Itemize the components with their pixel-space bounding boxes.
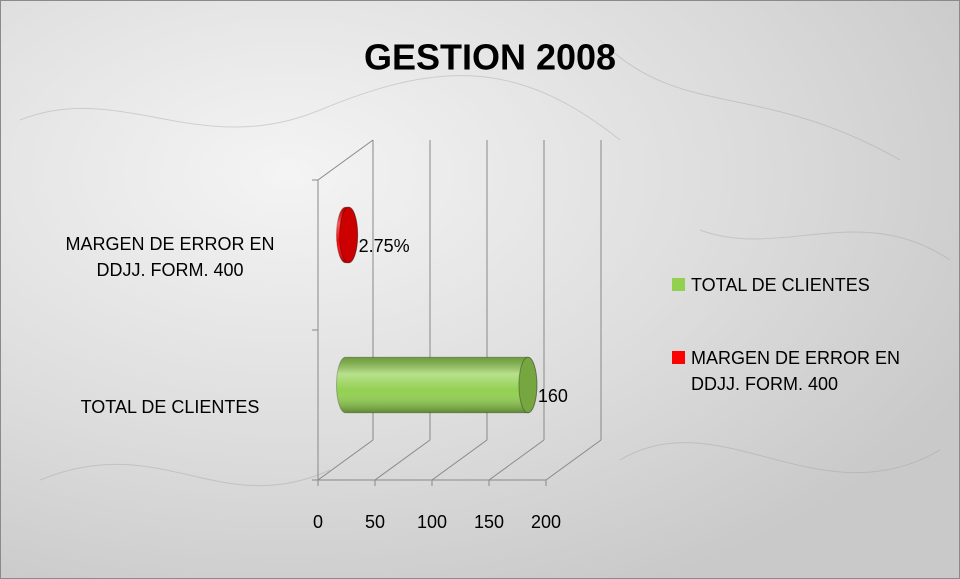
x-tick-label: 0 [313,512,323,532]
x-tick-label: 200 [531,512,561,532]
wall-edge [317,139,374,181]
data-label: 160 [538,386,568,406]
grid-line [431,439,488,481]
chart-title: GESTION 2008 [364,37,616,78]
legend-label: MARGEN DE ERROR EN DDJJ. FORM. 400 [691,348,901,394]
y-tick-label: TOTAL DE CLIENTES [80,397,260,417]
legend-swatch [672,278,685,291]
grid-line [374,439,431,481]
x-tick-label: 150 [474,512,504,532]
legend-swatch [672,351,685,364]
marble-texture [19,39,951,487]
y-tick-label: MARGEN DE ERROR EN DDJJ. FORM. 400 [65,234,275,280]
bar-cap [339,206,359,264]
x-tick-label: 50 [365,512,385,532]
grid-line [317,439,374,481]
bar-cap [518,356,538,414]
legend-label: TOTAL DE CLIENTES [691,275,870,295]
grid-line [488,439,545,481]
grid-line [545,439,602,481]
bar-shade [336,357,537,413]
x-tick-label: 100 [417,512,447,532]
data-label: 2.75% [359,236,410,256]
